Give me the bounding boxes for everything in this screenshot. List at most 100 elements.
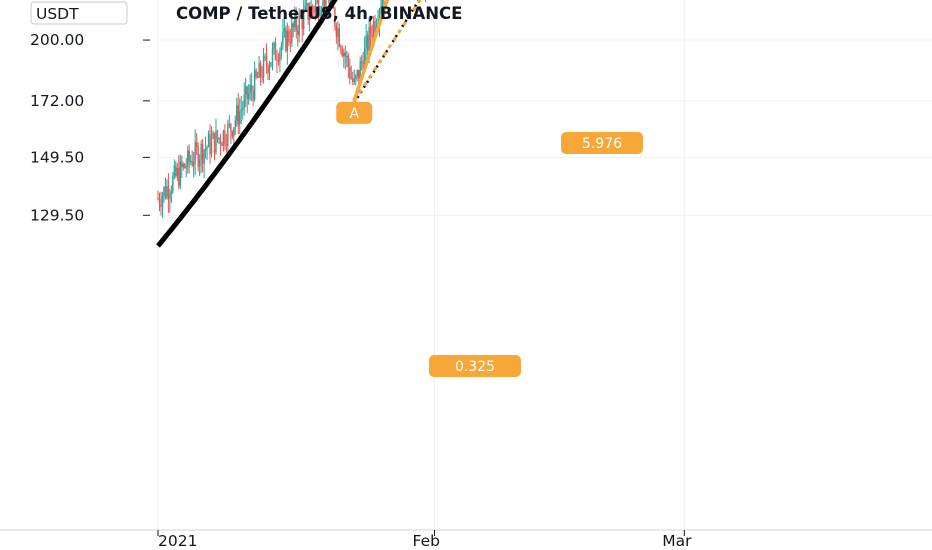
candle-body bbox=[343, 52, 345, 57]
candle-body bbox=[184, 164, 186, 169]
candle-body bbox=[247, 93, 250, 100]
price-tick-label: 149.50 bbox=[30, 148, 84, 166]
candle-body bbox=[335, 26, 338, 37]
chart-header: USDT COMP / TetherUS, 4h, BINANCE bbox=[30, 1, 462, 25]
candle-body bbox=[198, 159, 201, 167]
candle-body bbox=[273, 42, 275, 49]
candle-body bbox=[294, 14, 296, 28]
candle-body bbox=[344, 52, 347, 57]
point-a-label[interactable]: A bbox=[336, 101, 373, 124]
candle-body bbox=[285, 28, 287, 51]
candle-body bbox=[169, 195, 171, 200]
candle-body bbox=[203, 150, 205, 164]
candle-body bbox=[265, 55, 268, 66]
candle-body bbox=[237, 105, 239, 125]
candle-body bbox=[378, 11, 381, 24]
candle-body bbox=[271, 48, 274, 63]
candle-body bbox=[320, 10, 323, 15]
currency-label[interactable]: USDT bbox=[36, 5, 79, 23]
price-axis[interactable]: 1700.00129.50149.50172.00200.00230.00270… bbox=[0, 0, 158, 550]
time-tick-label: 2021 bbox=[158, 532, 197, 550]
candle-body bbox=[222, 130, 225, 146]
candle-body bbox=[363, 47, 366, 72]
candle-body bbox=[365, 35, 367, 48]
candle-body bbox=[291, 23, 293, 44]
candle-body bbox=[355, 75, 357, 80]
ratio-ac-label-text: 0.325 bbox=[455, 359, 495, 375]
support-curve[interactable] bbox=[156, 0, 747, 248]
candle-body bbox=[310, 6, 312, 16]
candle-body bbox=[221, 144, 223, 146]
candle-body bbox=[366, 35, 369, 51]
candle-body bbox=[227, 124, 229, 147]
candle-body bbox=[182, 164, 184, 168]
candle-body bbox=[245, 86, 247, 95]
candle-body bbox=[267, 65, 269, 74]
candle-body bbox=[360, 61, 363, 63]
candle-body bbox=[261, 76, 263, 79]
candle-body bbox=[179, 161, 181, 186]
candle-body bbox=[259, 63, 262, 77]
candle-body bbox=[371, 35, 373, 38]
candle-body bbox=[338, 28, 341, 47]
candle-body bbox=[209, 134, 211, 154]
candle-body bbox=[304, 5, 306, 11]
candle-body bbox=[175, 165, 177, 176]
candle-body bbox=[173, 165, 176, 176]
candle-body bbox=[279, 50, 281, 62]
time-tick-label: Feb bbox=[413, 532, 440, 550]
candle-body bbox=[185, 167, 187, 169]
candle-body bbox=[164, 187, 167, 198]
price-tick-label: 129.50 bbox=[30, 206, 84, 224]
candle-body bbox=[313, 9, 315, 12]
candle-body bbox=[283, 28, 286, 32]
candle-body bbox=[224, 130, 226, 145]
candle-body bbox=[170, 191, 173, 196]
candle-body bbox=[288, 30, 290, 42]
candle-body bbox=[300, 15, 302, 18]
candle-body bbox=[362, 62, 364, 72]
candle-body bbox=[215, 130, 217, 153]
candle-body bbox=[258, 63, 260, 78]
candle-body bbox=[268, 66, 271, 74]
candle-body bbox=[317, 0, 320, 17]
price-axis-bg bbox=[0, 0, 156, 550]
candle-body bbox=[213, 132, 216, 153]
candle-body bbox=[323, 0, 326, 6]
candle-body bbox=[374, 21, 376, 31]
candle-body bbox=[295, 14, 297, 31]
candle-body bbox=[240, 109, 242, 112]
ratio-bd-label[interactable]: 5.976 bbox=[561, 132, 643, 154]
candle-body bbox=[197, 146, 199, 167]
candle-body bbox=[262, 56, 265, 79]
pattern-leg-ab[interactable] bbox=[352, 0, 515, 103]
candle-body bbox=[314, 2, 317, 12]
candle-body bbox=[276, 59, 278, 61]
candle-body bbox=[292, 23, 294, 28]
time-axis[interactable]: 2021FebMarApr bbox=[0, 529, 932, 550]
candle-body bbox=[242, 108, 244, 110]
candle-body bbox=[234, 120, 237, 128]
candle-body bbox=[353, 79, 355, 82]
candle-body bbox=[369, 26, 372, 36]
candle-body bbox=[341, 49, 344, 57]
time-tick-label: Mar bbox=[662, 532, 692, 550]
candle-body bbox=[358, 70, 360, 79]
candle-body bbox=[381, 0, 384, 7]
candle-body bbox=[230, 123, 232, 132]
currency-box[interactable] bbox=[30, 1, 128, 25]
candle-body bbox=[231, 131, 234, 137]
candle-body bbox=[264, 55, 266, 57]
candle-body bbox=[368, 26, 370, 51]
candle-body bbox=[322, 0, 324, 11]
ratio-ac-label[interactable]: 0.325 bbox=[429, 355, 521, 377]
candle-body bbox=[161, 195, 164, 208]
candle-body bbox=[350, 77, 352, 79]
candle-body bbox=[274, 42, 277, 60]
candle-body bbox=[255, 70, 257, 77]
candle-body bbox=[286, 30, 289, 51]
candle-body bbox=[201, 143, 204, 164]
candle-body bbox=[207, 134, 210, 148]
candle-body bbox=[337, 28, 339, 37]
